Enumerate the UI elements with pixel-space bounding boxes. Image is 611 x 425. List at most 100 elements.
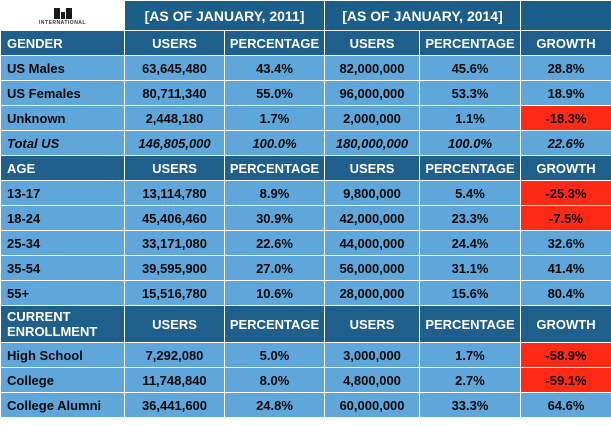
table-row: Unknown 2,448,180 1.7% 2,000,000 1.1% -18.3% bbox=[0, 105, 611, 131]
cell-label: High School bbox=[0, 342, 125, 368]
cell-percentage-2014: 53.3% bbox=[419, 80, 521, 106]
cell-growth: 80.4% bbox=[520, 280, 611, 306]
cell-users-2011: 11,748,840 bbox=[124, 367, 225, 393]
cell-label: US Females bbox=[0, 80, 125, 106]
period-2014-header: [AS OF JANUARY, 2014] bbox=[324, 0, 521, 31]
logo-cell: INTERNATIONAL bbox=[0, 0, 125, 31]
table-row: 13-17 13,114,780 8.9% 9,800,000 5.4% -25.3% bbox=[0, 180, 611, 206]
cell-users-2011: 33,171,080 bbox=[124, 230, 225, 256]
age-header-percentage-2014: PERCENTAGE bbox=[419, 155, 521, 181]
cell-users-2011: 7,292,080 bbox=[124, 342, 225, 368]
enrollment-header-growth: GROWTH bbox=[520, 305, 611, 343]
cell-users-2011: 15,516,780 bbox=[124, 280, 225, 306]
cell-growth: -18.3% bbox=[520, 105, 611, 131]
enrollment-header-percentage-2014: PERCENTAGE bbox=[419, 305, 521, 343]
title-row: INTERNATIONAL [AS OF JANUARY, 2011] [AS … bbox=[0, 0, 611, 31]
cell-label: College bbox=[0, 367, 125, 393]
enrollment-header-label: CURRENT ENROLLMENT bbox=[0, 305, 125, 343]
cell-label: Unknown bbox=[0, 105, 125, 131]
table-row: College 11,748,840 8.0% 4,800,000 2.7% -59.1% bbox=[0, 367, 611, 393]
table-row: 18-24 45,406,460 30.9% 42,000,000 23.3% -7.5% bbox=[0, 205, 611, 231]
cell-label: 18-24 bbox=[0, 205, 125, 231]
cell-percentage-2014: 33.3% bbox=[419, 392, 521, 418]
table-body: GENDER USERS PERCENTAGE USERS PERCENTAGE GROW… bbox=[0, 30, 611, 418]
cell-users-2014: 4,800,000 bbox=[324, 367, 420, 393]
gender-header-users-2014: USERS bbox=[324, 30, 420, 56]
gender-header-label: GENDER bbox=[0, 30, 125, 56]
table-row: US Males 63,645,480 43.4% 82,000,000 45.6% 28… bbox=[0, 55, 611, 81]
cell-label: 55+ bbox=[0, 280, 125, 306]
cell-percentage-2014: 100.0% bbox=[419, 130, 521, 156]
age-header-percentage-2011: PERCENTAGE bbox=[224, 155, 325, 181]
gender-header-percentage-2011: PERCENTAGE bbox=[224, 30, 325, 56]
logo-text: INTERNATIONAL bbox=[39, 19, 86, 26]
cell-percentage-2014: 2.7% bbox=[419, 367, 521, 393]
enrollment-header-percentage-2011: PERCENTAGE bbox=[224, 305, 325, 343]
cell-users-2014: 180,000,000 bbox=[324, 130, 420, 156]
table-row: 55+ 15,516,780 10.6% 28,000,000 15.6% 80.4% bbox=[0, 280, 611, 306]
cell-percentage-2014: 31.1% bbox=[419, 255, 521, 281]
table-row: 35-54 39,595,900 27.0% 56,000,000 31.1% 41.4% bbox=[0, 255, 611, 281]
cell-percentage-2014: 15.6% bbox=[419, 280, 521, 306]
enrollment-header-users-2011: USERS bbox=[124, 305, 225, 343]
age-header-growth: GROWTH bbox=[520, 155, 611, 181]
cell-label: Total US bbox=[0, 130, 125, 156]
cell-growth: -7.5% bbox=[520, 205, 611, 231]
cell-growth: 18.9% bbox=[520, 80, 611, 106]
cell-label: 35-54 bbox=[0, 255, 125, 281]
cell-growth: 22.6% bbox=[520, 130, 611, 156]
cell-users-2011: 39,595,900 bbox=[124, 255, 225, 281]
cell-growth: 28.8% bbox=[520, 55, 611, 81]
cell-users-2014: 3,000,000 bbox=[324, 342, 420, 368]
cell-users-2014: 44,000,000 bbox=[324, 230, 420, 256]
cell-label: College Alumni bbox=[0, 392, 125, 418]
cell-percentage-2014: 23.3% bbox=[419, 205, 521, 231]
cell-users-2014: 56,000,000 bbox=[324, 255, 420, 281]
cell-users-2014: 96,000,000 bbox=[324, 80, 420, 106]
cell-growth: 41.4% bbox=[520, 255, 611, 281]
enrollment-header-row: CURRENT ENROLLMENT USERS PERCENTAGE USERS PE… bbox=[0, 305, 611, 343]
age-header-users-2014: USERS bbox=[324, 155, 420, 181]
cell-growth: -58.9% bbox=[520, 342, 611, 368]
cell-users-2014: 2,000,000 bbox=[324, 105, 420, 131]
cell-label: 25-34 bbox=[0, 230, 125, 256]
cell-users-2014: 9,800,000 bbox=[324, 180, 420, 206]
logo: INTERNATIONAL bbox=[39, 7, 86, 26]
title-blank-cell bbox=[520, 0, 611, 31]
gender-header-users-2011: USERS bbox=[124, 30, 225, 56]
logo-mark-icon bbox=[53, 7, 72, 19]
cell-percentage-2011: 10.6% bbox=[224, 280, 325, 306]
table-row: 25-34 33,171,080 22.6% 44,000,000 24.4% 32.6% bbox=[0, 230, 611, 256]
cell-percentage-2011: 8.9% bbox=[224, 180, 325, 206]
cell-percentage-2011: 43.4% bbox=[224, 55, 325, 81]
cell-users-2014: 42,000,000 bbox=[324, 205, 420, 231]
cell-percentage-2014: 5.4% bbox=[419, 180, 521, 206]
cell-users-2011: 2,448,180 bbox=[124, 105, 225, 131]
cell-percentage-2011: 1.7% bbox=[224, 105, 325, 131]
cell-users-2011: 146,805,000 bbox=[124, 130, 225, 156]
cell-users-2014: 82,000,000 bbox=[324, 55, 420, 81]
cell-users-2011: 36,441,600 bbox=[124, 392, 225, 418]
gender-header-percentage-2014: PERCENTAGE bbox=[419, 30, 521, 56]
cell-percentage-2011: 30.9% bbox=[224, 205, 325, 231]
gender-header-row: GENDER USERS PERCENTAGE USERS PERCENTAGE GROW… bbox=[0, 30, 611, 56]
enrollment-header-users-2014: USERS bbox=[324, 305, 420, 343]
age-header-users-2011: USERS bbox=[124, 155, 225, 181]
cell-percentage-2011: 55.0% bbox=[224, 80, 325, 106]
table-row: High School 7,292,080 5.0% 3,000,000 1.7% -58… bbox=[0, 342, 611, 368]
table-row: US Females 80,711,340 55.0% 96,000,000 53.3%… bbox=[0, 80, 611, 106]
table-row: College Alumni 36,441,600 24.8% 60,000,000 3… bbox=[0, 392, 611, 418]
cell-label: 13-17 bbox=[0, 180, 125, 206]
cell-percentage-2011: 22.6% bbox=[224, 230, 325, 256]
cell-percentage-2011: 27.0% bbox=[224, 255, 325, 281]
table-row: Total US 146,805,000 100.0% 180,000,000 100.… bbox=[0, 130, 611, 156]
age-header-row: AGE USERS PERCENTAGE USERS PERCENTAGE GROWTH bbox=[0, 155, 611, 181]
cell-percentage-2011: 100.0% bbox=[224, 130, 325, 156]
cell-percentage-2014: 1.1% bbox=[419, 105, 521, 131]
cell-users-2011: 13,114,780 bbox=[124, 180, 225, 206]
gender-header-growth: GROWTH bbox=[520, 30, 611, 56]
cell-growth: 32.6% bbox=[520, 230, 611, 256]
cell-percentage-2011: 5.0% bbox=[224, 342, 325, 368]
cell-growth: -25.3% bbox=[520, 180, 611, 206]
